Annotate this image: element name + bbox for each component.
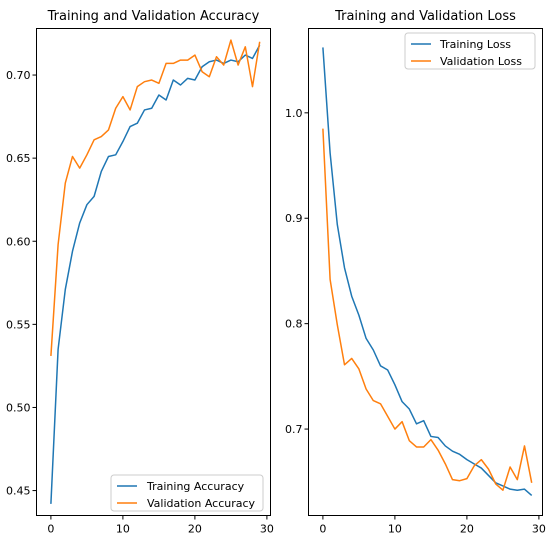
series-line-validation-loss [322,128,533,491]
legend-label-training-accuracy: Training Accuracy [146,480,245,493]
accuracy-axes-frame [36,28,271,516]
loss-title: Training and Validation Loss [334,9,516,24]
series-line-training-loss [322,47,533,497]
loss-legend-box [404,32,536,70]
loss-y-tick-label: 0.9 [285,212,303,225]
accuracy-legend: Training Accuracy Validation Accuracy [110,474,264,512]
accuracy-ticks: 0 10 20 30 0.45 0.50 0.55 0.60 0.65 0.70 [6,69,274,535]
loss-x-tick-label: 30 [532,523,546,536]
loss-ticks: 0 10 20 30 0.7 0.8 0.9 1.0 [285,107,546,536]
loss-series-group [322,47,533,497]
accuracy-y-tick-label: 0.50 [6,401,31,414]
loss-legend: Training Loss Validation Loss [404,32,536,70]
loss-y-tick-label: 1.0 [285,107,303,120]
loss-x-tick-label: 20 [460,523,474,536]
accuracy-y-tick-label: 0.70 [6,69,31,82]
legend-label-validation-loss: Validation Loss [440,55,522,68]
accuracy-y-tick-label: 0.45 [6,485,31,498]
accuracy-y-tick-label: 0.55 [6,318,31,331]
legend-label-training-loss: Training Loss [439,38,511,51]
accuracy-x-tick-label: 30 [260,523,274,536]
series-line-validation-accuracy [50,39,261,356]
loss-panel: Training and Validation Loss 0 10 20 300.70… [285,9,546,536]
loss-x-tick-label: 10 [388,523,402,536]
accuracy-series-group [50,39,261,504]
accuracy-title: Training and Validation Accuracy [47,9,260,24]
accuracy-y-tick-label: 0.60 [6,235,31,248]
legend-label-validation-accuracy: Validation Accuracy [147,497,256,510]
accuracy-x-tick-label: 10 [116,523,130,536]
loss-y-tick-label: 0.8 [285,318,303,331]
accuracy-x-tick-label: 20 [188,523,202,536]
loss-x-tick-label: 0 [319,523,326,536]
loss-y-tick-label: 0.7 [285,423,303,436]
accuracy-y-tick-label: 0.65 [6,152,31,165]
accuracy-legend-box [110,474,264,512]
loss-axes-frame [308,28,543,516]
accuracy-x-tick-label: 0 [47,523,54,536]
accuracy-panel: Training and Validation Accuracy 0 10 20 30… [6,9,274,536]
